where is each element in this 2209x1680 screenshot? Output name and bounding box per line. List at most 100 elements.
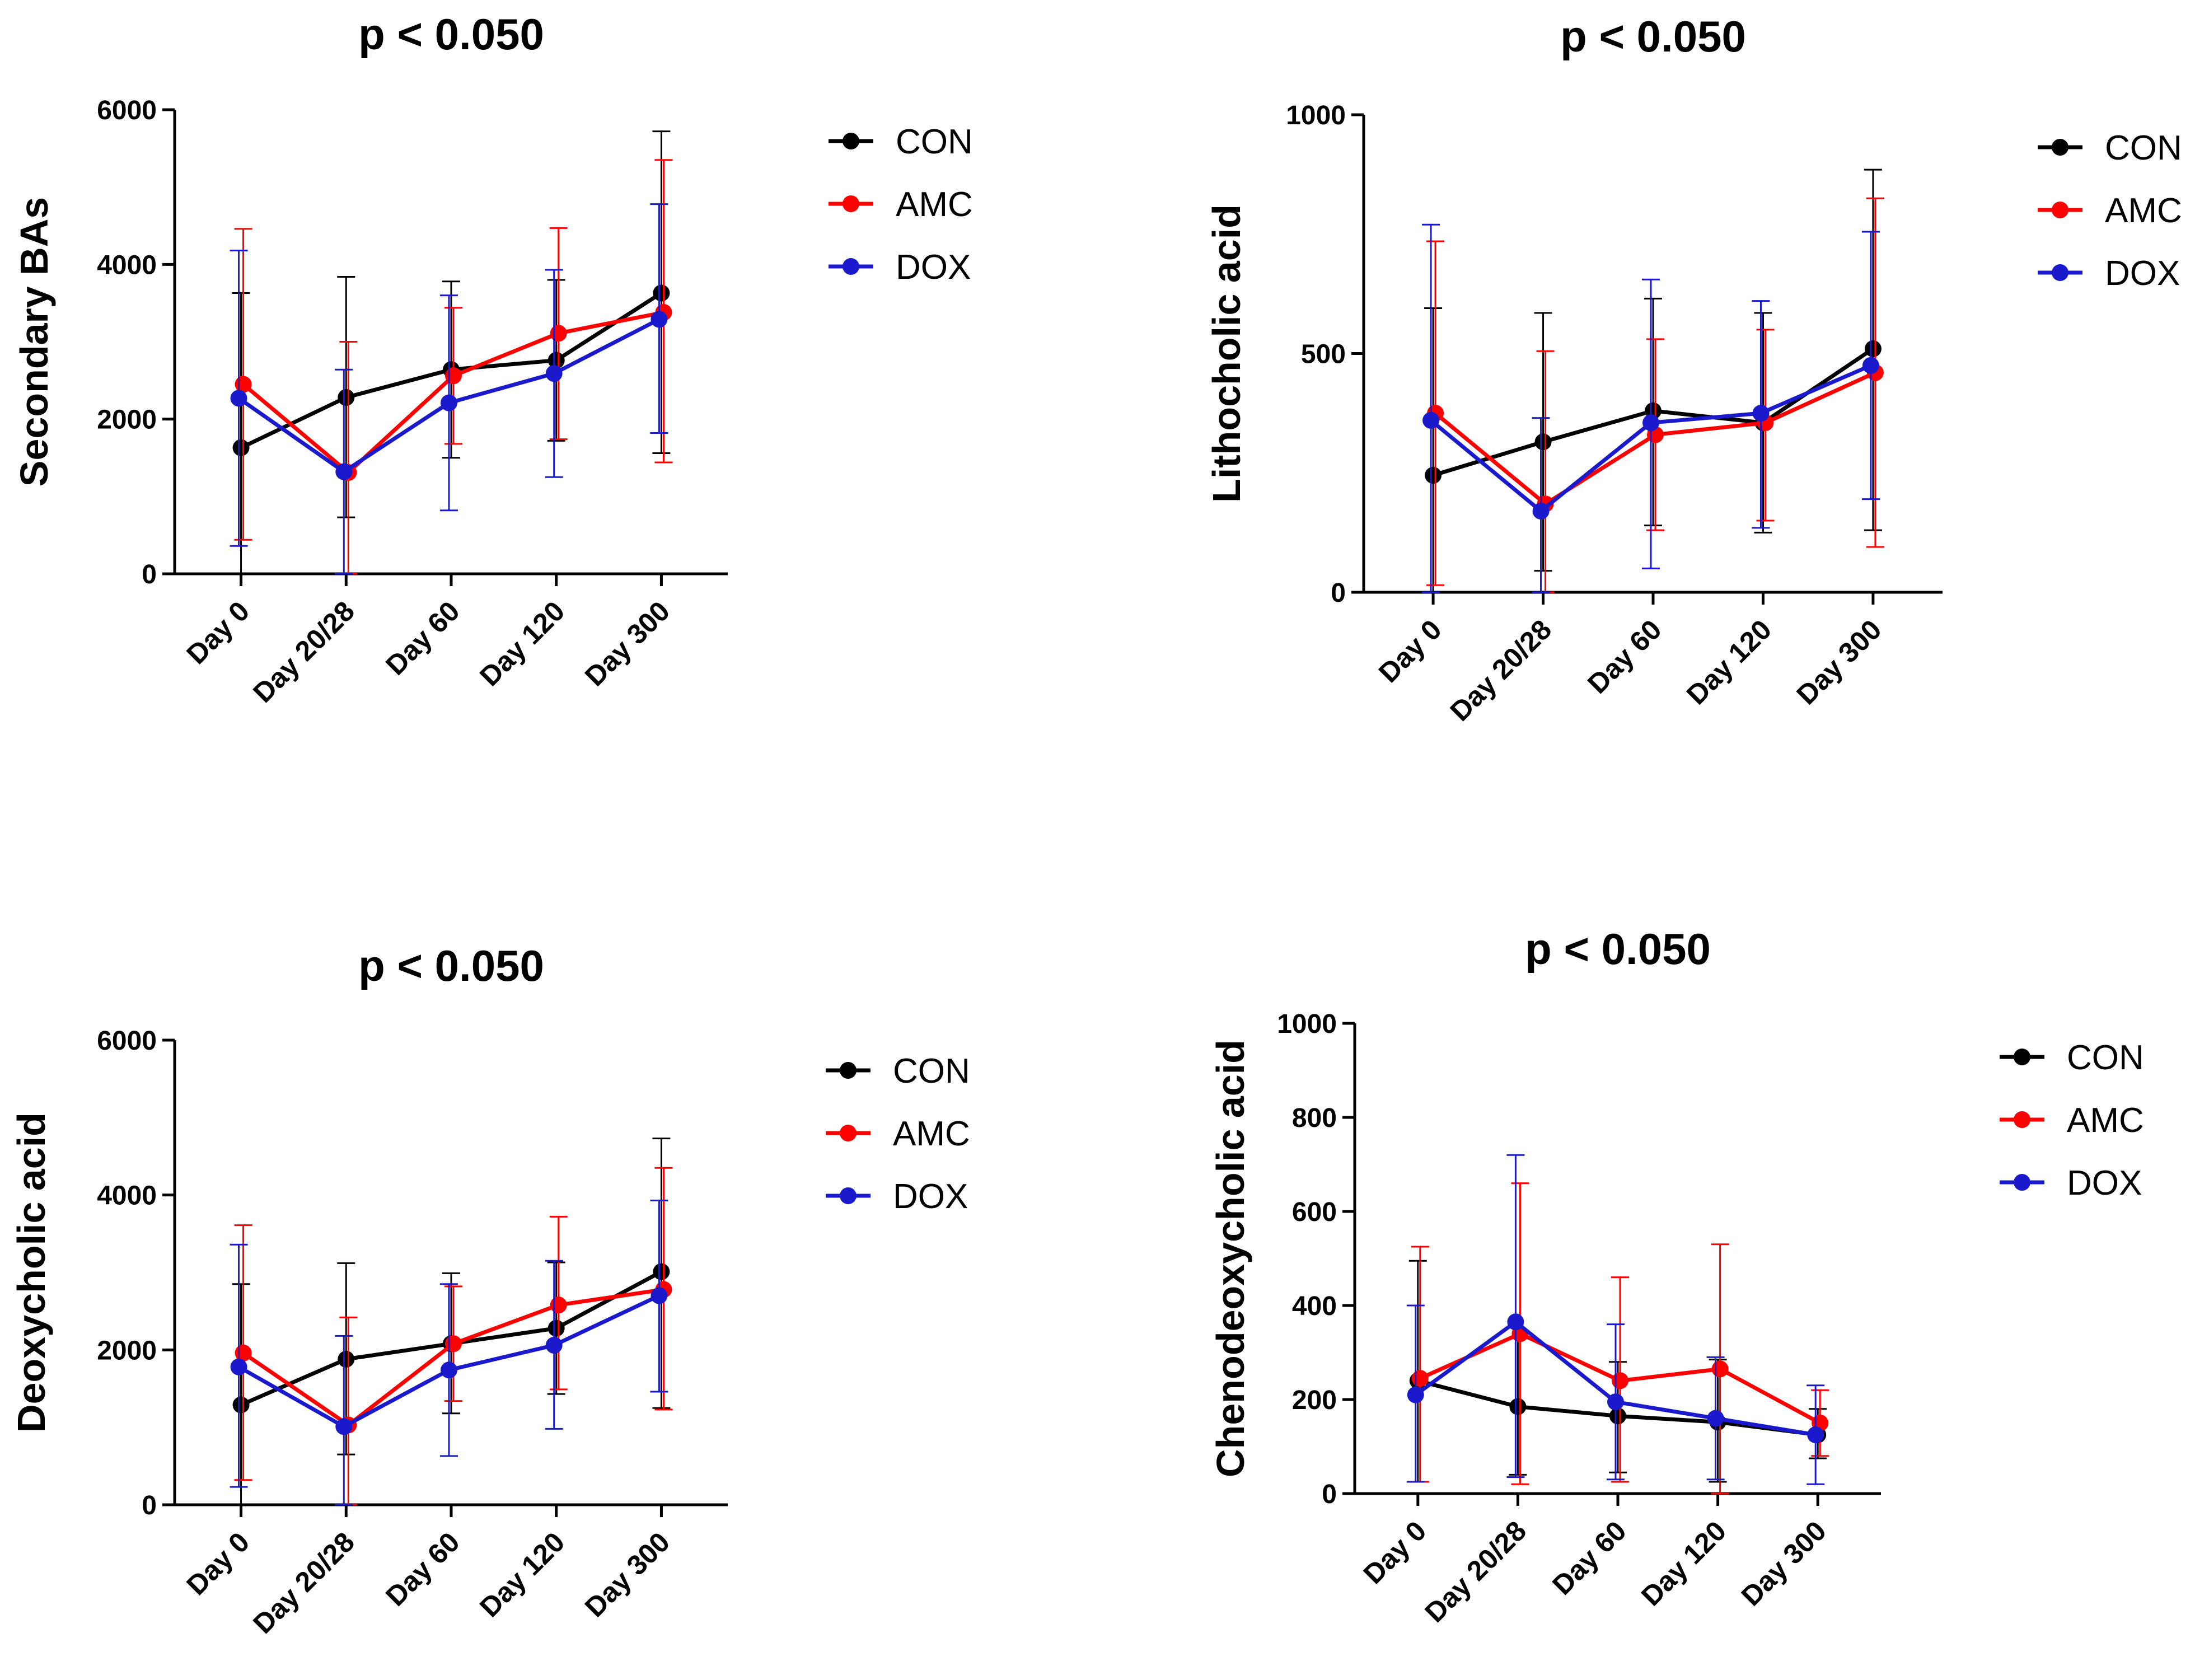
x-tick-label: Day 300 <box>1735 1515 1832 1612</box>
x-tick-label: Day 60 <box>1546 1515 1632 1601</box>
legend-item-amc: AMC <box>826 1115 970 1153</box>
data-point <box>1752 405 1770 422</box>
legend-item-con: CON <box>2038 129 2182 167</box>
legend-swatch-marker <box>2014 1049 2030 1065</box>
data-point <box>1422 411 1440 429</box>
legend-swatch-marker <box>2014 1174 2030 1191</box>
y-tick-label: 0 <box>142 1491 157 1520</box>
x-tick-label: Day 20/28 <box>247 595 361 709</box>
data-point <box>338 1350 355 1368</box>
series-amc <box>234 159 673 575</box>
legend-label: AMC <box>2105 191 2182 230</box>
x-tick-label: Day 20/28 <box>1419 1515 1532 1628</box>
y-tick-label: 2000 <box>97 405 157 435</box>
legend-item-con: CON <box>2000 1038 2144 1077</box>
x-tick-label: Day 20/28 <box>247 1526 361 1640</box>
chart-title: p < 0.050 <box>1525 924 1711 974</box>
series-con <box>1408 1260 1827 1483</box>
data-point <box>1707 1410 1724 1427</box>
legend-label: DOX <box>893 1177 968 1216</box>
data-point <box>1607 1393 1624 1411</box>
data-point <box>1612 1372 1628 1389</box>
legend-swatch-marker <box>2052 139 2068 156</box>
y-tick-label: 0 <box>1331 578 1346 608</box>
x-tick-label: Day 0 <box>1373 614 1448 689</box>
data-point <box>1507 1313 1524 1331</box>
series-dox <box>1406 1154 1825 1485</box>
series-dox <box>230 1199 668 1506</box>
legend-label: CON <box>896 123 973 161</box>
data-point <box>653 1263 670 1280</box>
y-axis-label: Lithocholic acid <box>1205 204 1248 503</box>
data-point <box>1509 1398 1527 1415</box>
series-amc <box>1426 197 1884 593</box>
legend-label: DOX <box>2067 1164 2142 1202</box>
legend-label: DOX <box>2105 254 2180 293</box>
x-tick-label: Day 120 <box>474 1526 570 1623</box>
legend-label: CON <box>893 1052 970 1091</box>
x-tick-label: Day 20/28 <box>1444 614 1558 727</box>
legend-item-dox: DOX <box>2038 254 2180 293</box>
y-axis-label: Secondary BAs <box>12 197 56 486</box>
legend-item-amc: AMC <box>2000 1101 2144 1140</box>
data-point <box>650 1287 668 1304</box>
data-point <box>1411 1370 1429 1387</box>
x-tick-label: Day 120 <box>1681 614 1777 710</box>
x-tick-label: Day 0 <box>180 595 255 670</box>
legend-item-amc: AMC <box>2038 191 2182 230</box>
data-point <box>230 1358 247 1375</box>
x-tick-label: Day 0 <box>180 1526 255 1601</box>
data-point <box>441 1361 457 1379</box>
x-tick-label: Day 60 <box>380 595 466 681</box>
series-dox <box>1422 223 1880 593</box>
y-tick-label: 1000 <box>1286 101 1346 130</box>
y-tick-label: 6000 <box>97 96 157 125</box>
chart-title: p < 0.050 <box>358 941 544 990</box>
data-point <box>445 1335 462 1353</box>
legend-label: AMC <box>893 1115 970 1153</box>
legend: CON AMC DOX <box>2000 1038 2144 1202</box>
legend: CON AMC DOX <box>829 123 973 287</box>
legend-swatch-marker <box>840 1062 857 1079</box>
legend-swatch-marker <box>2052 264 2068 281</box>
legend-swatch-marker <box>2014 1111 2030 1128</box>
x-tick-label: Day 120 <box>474 595 570 692</box>
data-point <box>545 1337 563 1354</box>
legend-item-con: CON <box>826 1052 970 1091</box>
y-tick-label: 1000 <box>1277 1009 1337 1039</box>
series-con <box>1424 169 1882 593</box>
legend-item-dox: DOX <box>826 1177 968 1216</box>
panel-secondary-bas: p < 0.050 Secondary BAs 0 2000 4000 6000 Day 0… <box>12 10 973 709</box>
y-tick-label: 800 <box>1292 1103 1337 1133</box>
chart-title: p < 0.050 <box>1560 12 1746 61</box>
y-axis-label: Chenodeoxycholic acid <box>1209 1040 1252 1477</box>
legend-item-dox: DOX <box>829 248 971 287</box>
data-point <box>1807 1426 1824 1443</box>
data-point <box>230 390 247 407</box>
legend-swatch-marker <box>840 1125 857 1141</box>
legend-item-dox: DOX <box>2000 1164 2142 1202</box>
data-point <box>1862 357 1879 374</box>
legend-label: DOX <box>896 248 971 287</box>
data-point <box>445 367 462 385</box>
data-point <box>547 352 565 369</box>
x-tick-label: Day 60 <box>1581 614 1668 700</box>
legend-swatch-marker <box>843 133 859 149</box>
y-tick-label: 4000 <box>97 250 157 280</box>
y-tick-label: 6000 <box>97 1026 157 1056</box>
data-point <box>441 394 457 411</box>
y-tick-label: 600 <box>1292 1197 1337 1227</box>
x-tick-label: Day 60 <box>380 1526 466 1612</box>
data-point <box>1425 467 1442 484</box>
data-point <box>1534 433 1552 451</box>
data-point <box>232 1396 250 1414</box>
x-tick-label: Day 120 <box>1635 1515 1732 1612</box>
legend-swatch-marker <box>843 258 859 275</box>
data-point <box>232 439 250 456</box>
data-point <box>1609 1407 1626 1425</box>
y-axis-label: Deoxycholic acid <box>10 1112 53 1433</box>
data-point <box>550 1297 567 1314</box>
data-point <box>545 365 563 382</box>
legend-item-con: CON <box>829 123 973 161</box>
